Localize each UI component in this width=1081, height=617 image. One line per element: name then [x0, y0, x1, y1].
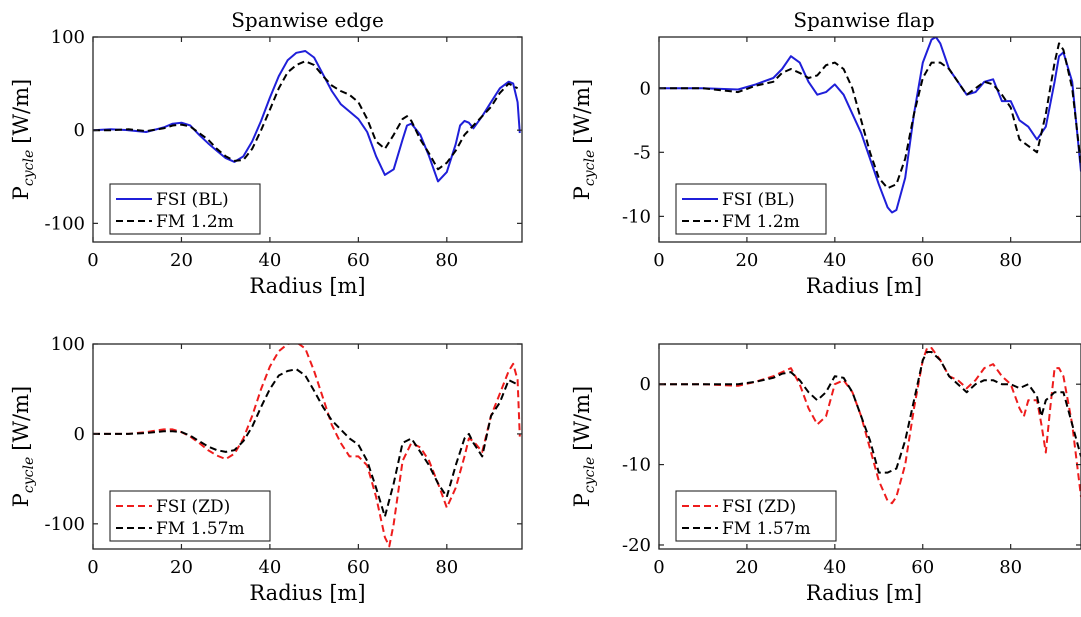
x-tick-label: 80 [999, 250, 1022, 271]
y-tick-label: 0 [640, 78, 651, 99]
y-tick-label: -100 [45, 213, 85, 234]
legend-box [675, 183, 827, 235]
axes-box [658, 343, 1081, 550]
x-tick-label: 20 [170, 557, 193, 578]
series-line-1 [93, 60, 519, 171]
y-tick-label: -10 [622, 455, 651, 476]
y-axis-label: Pcycle[W/m] [570, 386, 598, 507]
series-line-0 [93, 50, 521, 183]
legend: FSI (ZD)FM 1.57m [675, 490, 837, 542]
series-line-1 [659, 351, 1081, 474]
legend-box [675, 490, 837, 542]
y-tick-label: -5 [633, 142, 651, 163]
x-tick-label: 0 [87, 557, 98, 578]
x-tick-label: 20 [735, 557, 758, 578]
legend-label: FM 1.57m [722, 519, 811, 539]
x-tick-label: 20 [170, 250, 193, 271]
legend: FSI (ZD)FM 1.57m [109, 490, 271, 542]
x-axis-label: Radius [m] [806, 274, 922, 298]
chart-title: Spanwise flap [793, 8, 934, 32]
y-axis-label: Pcycle[W/m] [9, 79, 37, 200]
y-tick-label: 0 [74, 120, 85, 141]
panel-spanwise-flap: 0 20 40 60 80 -10 -5 0 Spanwise flap Radius [m] Pc… [570, 8, 1081, 298]
x-tick-label: 40 [258, 557, 281, 578]
series-line-0 [659, 347, 1081, 505]
legend-label: FM 1.2m [722, 212, 800, 232]
series-line-1 [93, 368, 519, 518]
legend-box [109, 490, 271, 542]
legend: FSI (BL)FM 1.2m [675, 183, 827, 235]
axes-box [92, 36, 523, 243]
x-tick-label: 40 [258, 250, 281, 271]
x-tick-label: 60 [347, 250, 370, 271]
x-axis-label: Radius [m] [249, 274, 365, 298]
x-axis-label: Radius [m] [806, 581, 922, 605]
x-tick-label: 80 [435, 557, 458, 578]
x-tick-label: 0 [653, 250, 664, 271]
y-axis-label: Pcycle[W/m] [9, 386, 37, 507]
axes-box [92, 343, 523, 550]
y-tick-label: 0 [640, 374, 651, 395]
x-tick-label: 40 [823, 557, 846, 578]
axes-box [658, 36, 1081, 243]
legend-label: FSI (ZD) [156, 497, 230, 517]
y-tick-label: 0 [74, 424, 85, 445]
legend-box [109, 183, 261, 235]
x-tick-label: 40 [823, 250, 846, 271]
legend-label: FM 1.2m [156, 212, 234, 232]
y-tick-label: 100 [51, 27, 85, 48]
legend-label: FSI (BL) [156, 190, 229, 210]
panel-flap-zd: 0 20 40 60 80 -20 -10 0 Radius [m] Pcycle[W/m] FSI… [570, 343, 1081, 605]
y-tick-label: -20 [622, 535, 651, 556]
y-tick-label: -100 [45, 514, 85, 535]
legend: FSI (BL)FM 1.2m [109, 183, 261, 235]
series-line-0 [93, 344, 521, 548]
x-tick-label: 0 [87, 250, 98, 271]
chart-title: Spanwise edge [231, 8, 384, 32]
y-tick-label: 100 [51, 334, 85, 355]
legend-label: FSI (ZD) [722, 497, 796, 517]
y-axis-label: Pcycle[W/m] [570, 79, 598, 200]
x-tick-label: 60 [911, 557, 934, 578]
x-tick-label: 20 [735, 250, 758, 271]
panel-edge-zd: 0 20 40 60 80 -100 0 100 Radius [m] Pcycle[W/m] FS… [9, 334, 523, 605]
x-tick-label: 80 [435, 250, 458, 271]
x-axis-label: Radius [m] [249, 581, 365, 605]
x-tick-label: 60 [347, 557, 370, 578]
x-tick-label: 60 [911, 250, 934, 271]
legend-label: FM 1.57m [156, 519, 245, 539]
y-tick-label: -10 [622, 206, 651, 227]
x-tick-label: 0 [653, 557, 664, 578]
series-line-1 [659, 42, 1081, 190]
legend-label: FSI (BL) [722, 190, 795, 210]
x-tick-label: 80 [999, 557, 1022, 578]
